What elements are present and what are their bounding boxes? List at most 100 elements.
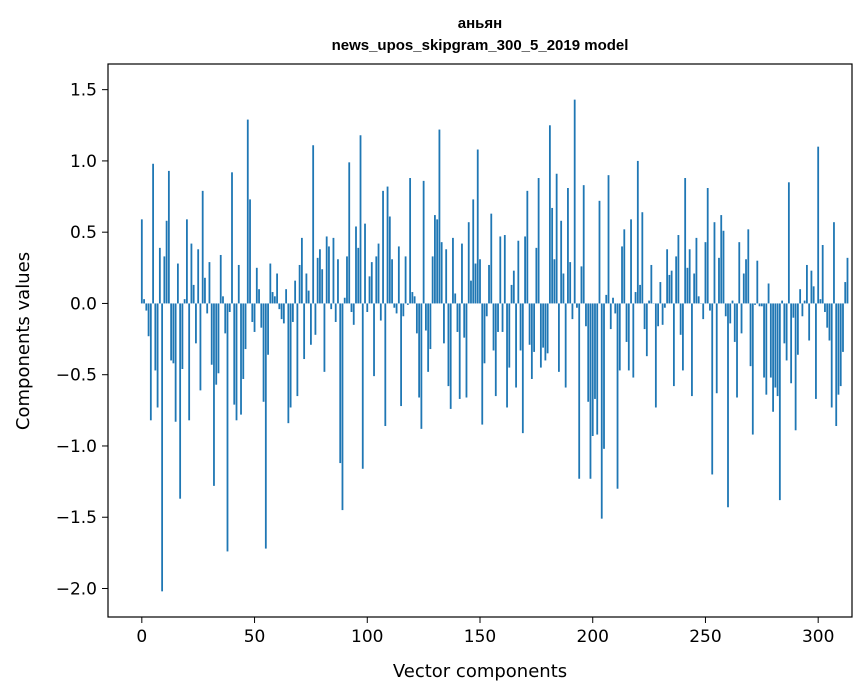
bar [244,303,247,350]
bar [742,273,745,304]
bar [539,303,542,368]
bar [206,303,209,314]
bar [679,303,682,335]
x-tick-label: 300 [802,627,834,647]
bar [738,242,741,304]
bar [571,303,574,320]
bar [300,237,303,304]
bar [819,299,822,304]
bar [591,303,594,436]
bar [411,292,414,304]
bar [422,180,425,304]
bar [255,267,258,304]
bar [343,297,346,304]
x-tick-label: 50 [244,627,266,647]
bar [526,190,529,304]
bar [447,303,450,387]
bar [713,222,716,304]
bar [763,303,765,378]
bar [152,163,154,304]
bar [839,303,842,387]
bar [772,303,774,412]
bar [310,303,312,345]
bar [195,303,197,344]
chart-subtitle: news_upos_skipgram_300_5_2019 model [332,37,629,54]
bar [756,260,759,304]
bar [675,256,678,304]
bar [217,303,220,374]
bar [745,259,747,304]
bar [303,303,306,360]
bar [758,303,761,307]
bar [384,303,387,427]
bar [512,270,515,304]
bar [397,246,400,304]
bar [199,303,202,391]
bar [375,256,378,304]
bar [659,282,662,304]
bar [695,237,698,304]
bar [648,300,650,304]
bar [821,245,824,304]
bar [517,240,520,304]
bar [828,303,831,341]
bar [582,185,585,304]
bar [485,303,488,317]
bar [691,303,693,397]
bar [393,303,396,308]
bar [443,303,445,344]
plot-frame [107,63,853,618]
bar [803,300,806,304]
y-tick-label: 1.5 [70,81,97,101]
bar [709,303,711,311]
y-tick-label: −1.0 [56,437,97,457]
bar [418,303,421,398]
bar [573,99,576,304]
bar [546,303,549,354]
bar [149,303,152,421]
bar [810,270,813,304]
bar [806,264,808,304]
bar [767,283,770,304]
bar [271,292,274,304]
bar [580,266,583,304]
bar [472,199,475,304]
bar [420,303,423,429]
bar [249,199,251,304]
bar [224,303,227,334]
bar [600,303,603,519]
bar [204,277,206,304]
bar [346,256,348,304]
bar [544,303,547,361]
bar [787,182,790,304]
bar [235,303,238,421]
bar [291,303,294,322]
bar [799,289,802,304]
bar [661,303,664,325]
bar [370,262,373,304]
bar [366,303,369,312]
bar [749,303,752,367]
bar [598,200,601,304]
bar [697,296,700,304]
bar [312,145,315,304]
bar [596,303,599,435]
bar [452,237,454,304]
bar [623,229,626,304]
bar [388,216,391,304]
bar [190,243,193,304]
bar [630,219,632,304]
bar [778,303,781,501]
bar [334,303,337,322]
bar [585,303,587,327]
bar [677,235,680,304]
bar [391,259,393,304]
bar [686,267,689,304]
bar [704,242,707,304]
x-axis-ticks: 0 50 100 150 200 250 300 [136,617,834,647]
bar [731,300,734,304]
bar [609,303,612,330]
bar [727,303,729,508]
bar [479,259,481,304]
